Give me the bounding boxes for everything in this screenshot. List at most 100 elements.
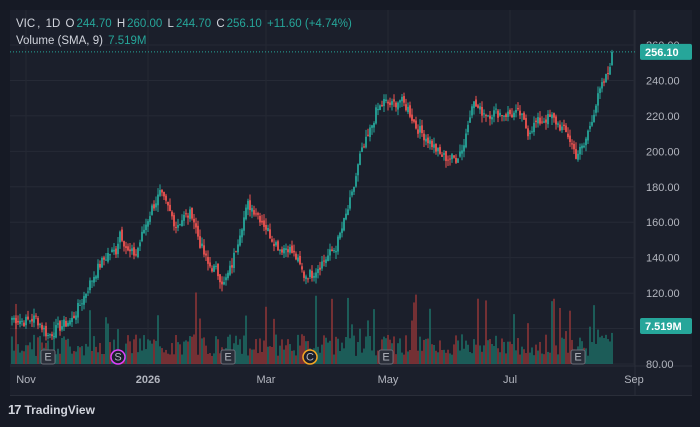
candle-body (193, 218, 195, 223)
candle-body (299, 255, 301, 265)
candle-body (511, 114, 513, 117)
candle-body (443, 153, 445, 155)
candle-body (547, 114, 549, 125)
candle-body (311, 270, 313, 279)
volume-bar (125, 343, 127, 364)
tradingview-attribution[interactable]: 17 TradingView (8, 402, 95, 417)
candle-body (605, 73, 607, 83)
volume-bar (145, 349, 147, 364)
candle-body (231, 265, 233, 268)
volume-bar (219, 353, 221, 364)
volume-bar (551, 301, 553, 364)
high-label: H (116, 18, 126, 30)
dividend-event-icon[interactable] (302, 349, 318, 365)
candle-body (153, 204, 155, 209)
candle-body (483, 113, 485, 115)
volume-indicator-label[interactable]: Volume (SMA, 9) (16, 35, 103, 47)
volume-bar (355, 355, 357, 364)
candle-body (199, 236, 201, 248)
volume-bar (585, 348, 587, 364)
earnings-event-icon[interactable] (378, 349, 394, 365)
volume-bar (319, 352, 321, 364)
volume-bar (545, 334, 547, 364)
volume-bar (439, 340, 441, 364)
candle-body (259, 215, 261, 223)
volume-bar (215, 336, 217, 364)
volume-bar (143, 335, 145, 364)
candle-body (81, 303, 83, 305)
volume-bar (463, 348, 465, 364)
volume-bar (31, 349, 33, 364)
event-marker-letter: S (114, 352, 121, 364)
volume-bar (349, 338, 351, 364)
tradingview-logo-icon: 17 (8, 402, 22, 417)
volume-bar (29, 342, 31, 364)
last-price-badge-label: 256.10 (645, 47, 679, 59)
interval-label[interactable]: 1D (45, 18, 61, 30)
candle-body (313, 275, 315, 278)
candle-body (323, 260, 325, 262)
volume-bar (139, 338, 141, 364)
candle-body (23, 322, 25, 326)
candle-body (387, 101, 389, 104)
volume-bar (155, 340, 157, 364)
volume-badge (640, 318, 692, 334)
volume-bar (567, 352, 569, 364)
candle-body (247, 200, 249, 210)
earnings-event-icon[interactable] (40, 349, 56, 365)
chart-pane[interactable]: 260.00 240.00 220.00 200.00 180.00 160.00 140.… (10, 10, 692, 396)
candle-body (277, 241, 279, 251)
volume-bar (25, 345, 27, 364)
volume-bar (241, 353, 243, 364)
volume-bar (35, 355, 37, 364)
candle-body (415, 120, 417, 129)
volume-bar (337, 338, 339, 364)
candle-body (289, 246, 291, 253)
volume-bar (211, 355, 213, 364)
chart-legend: VIC, 1D O 244.70 H 260.00 L 244.70 C 256.10 … (16, 16, 354, 50)
candle-body (519, 110, 521, 116)
candle-body (155, 203, 157, 208)
candle-body (471, 106, 473, 116)
volume-bar (419, 336, 421, 364)
candle-body (37, 317, 39, 326)
volume-bar (437, 352, 439, 364)
candle-body (13, 317, 15, 320)
time-axis-label: Nov (16, 374, 36, 386)
volume-bar (39, 335, 41, 364)
volume-bar (375, 355, 377, 364)
candle-body (295, 253, 297, 260)
volume-bar (607, 339, 609, 364)
earnings-event-icon[interactable] (570, 349, 586, 365)
price-chart[interactable]: 260.00 240.00 220.00 200.00 180.00 160.00 140.… (10, 10, 692, 395)
candle-body (491, 117, 493, 120)
volume-bar (33, 334, 35, 364)
candle-body (279, 249, 281, 251)
split-event-icon[interactable] (110, 349, 126, 365)
close-label: C (216, 18, 225, 30)
candle-body (523, 112, 525, 120)
volume-bar (53, 321, 55, 364)
candle-body (207, 256, 209, 264)
symbol-label[interactable]: VIC (16, 18, 36, 30)
candle-body (195, 223, 197, 228)
volume-bar (281, 339, 283, 364)
candle-body (149, 216, 151, 222)
volume-bar (395, 354, 397, 364)
candle-body (235, 251, 237, 253)
volume-bar (539, 341, 541, 364)
candle-body (17, 321, 19, 323)
earnings-event-icon[interactable] (220, 349, 236, 365)
volume-bar (501, 338, 503, 364)
volume-bar (239, 339, 241, 364)
volume-bar (291, 350, 293, 364)
volume-bar (611, 332, 613, 364)
volume-bar (601, 335, 603, 364)
candle-body (557, 123, 559, 125)
candle-body (435, 143, 437, 152)
volume-bar (377, 350, 379, 364)
time-axis-label: Jul (503, 374, 517, 386)
candle-body (427, 137, 429, 144)
candle-body (175, 227, 177, 229)
candle-body (243, 217, 245, 231)
